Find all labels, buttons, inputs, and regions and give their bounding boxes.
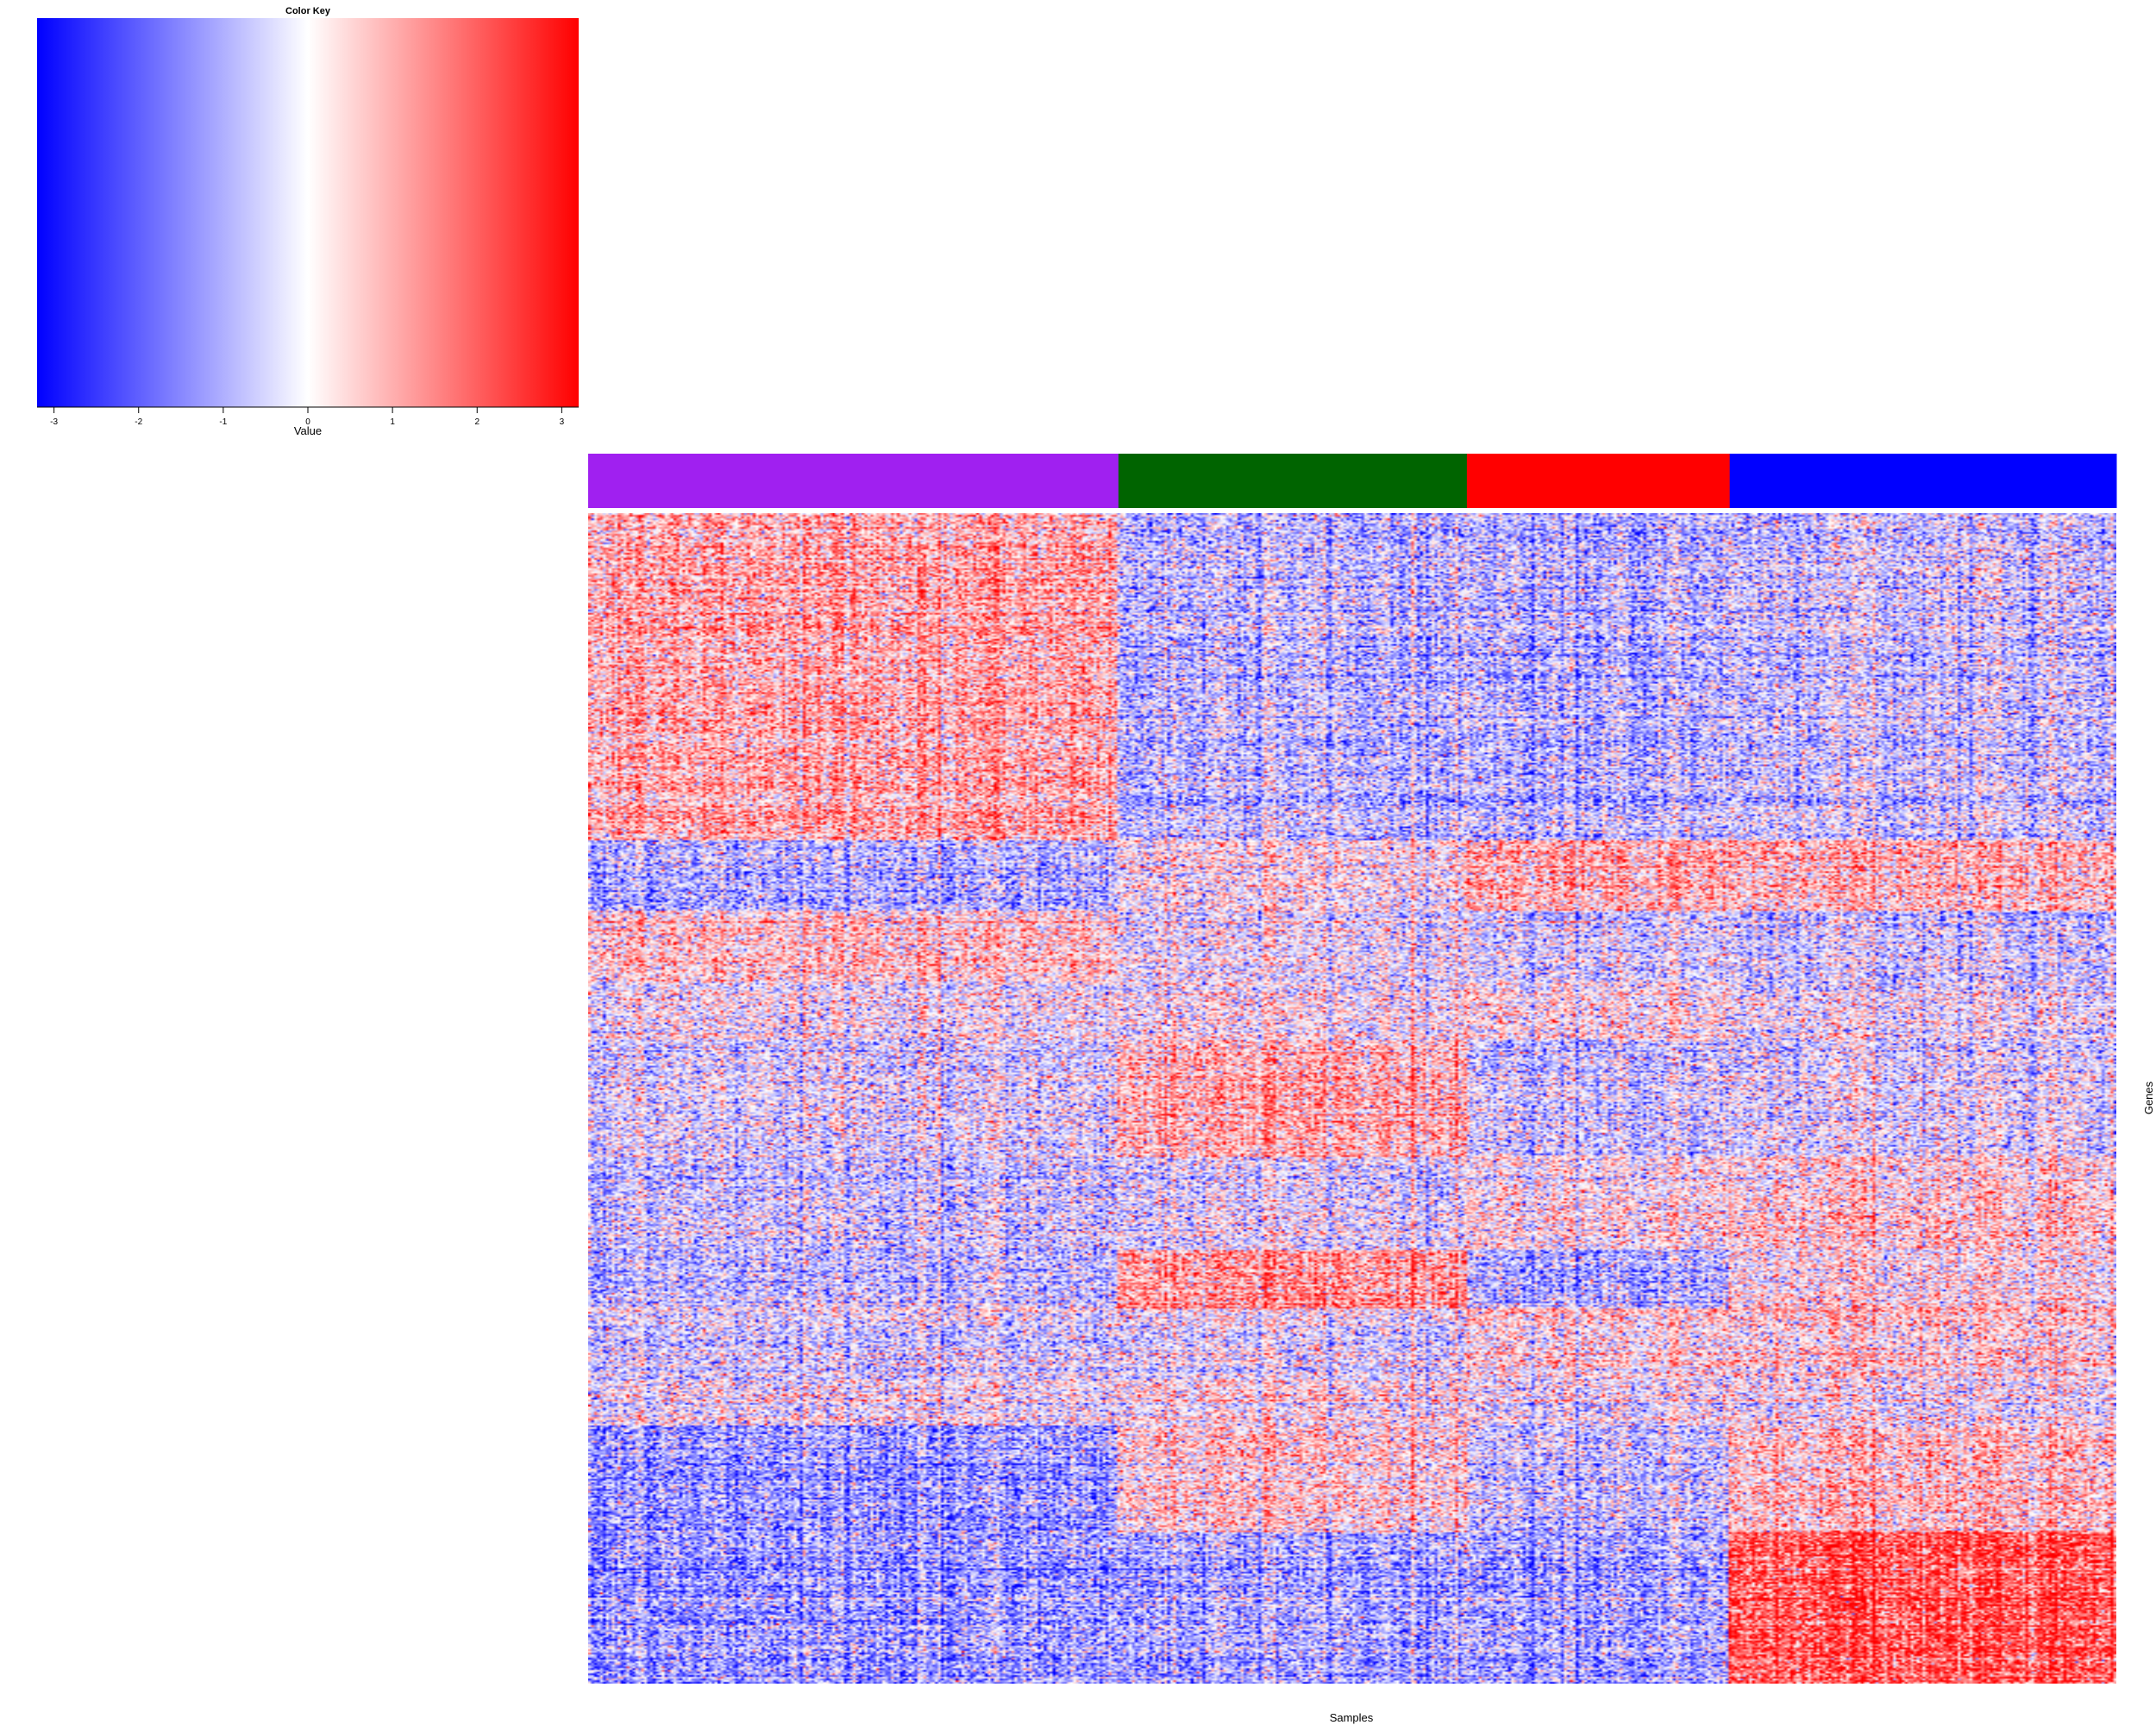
column-group-2 [1118,454,1468,508]
color-key-title: Color Key [285,6,331,16]
color-key-ticks: -3 -2 -1 0 1 2 3 [50,407,565,427]
column-group-4 [1729,454,2117,508]
heatmap-body [588,513,2116,1684]
color-key-xlabel: Value [294,424,322,437]
column-group-bar [588,454,2117,508]
color-key-tick-label: -1 [219,417,227,427]
color-key-tick-label: -2 [135,417,142,427]
color-key-gradient [37,18,579,407]
color-key: Color Key -3 -2 -1 0 1 2 3 Value [37,6,579,437]
color-key-tick-label: -3 [50,417,58,427]
color-key-tick-label: 1 [390,417,395,427]
x-axis-label: Samples [1330,1711,1374,1724]
heatmap-cells [588,513,2116,1684]
column-group-1 [588,454,1119,508]
color-key-tick-label: 3 [560,417,565,427]
y-axis-label: Genes [2142,1081,2155,1114]
color-key-tick-label: 0 [305,417,310,427]
column-group-3 [1466,454,1731,508]
color-key-tick-label: 2 [474,417,479,427]
